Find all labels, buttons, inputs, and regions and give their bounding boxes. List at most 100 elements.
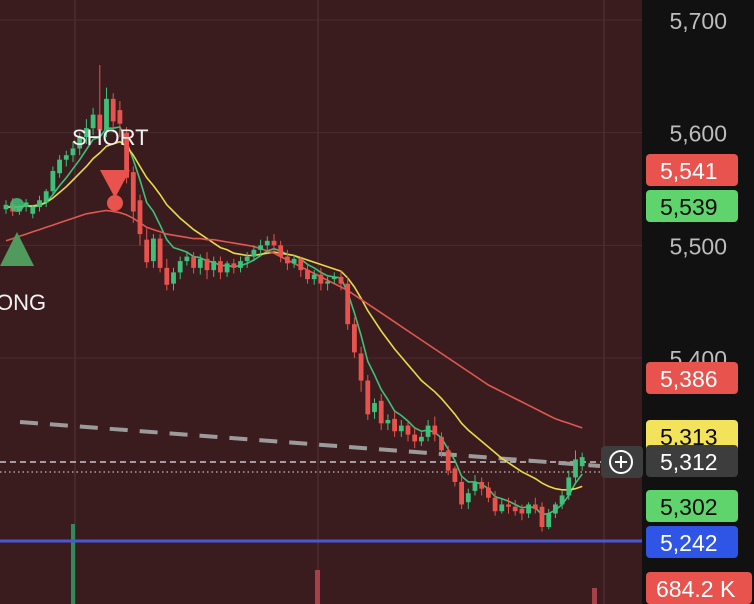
candle bbox=[77, 132, 83, 156]
price-tag: 5,541 bbox=[646, 154, 738, 186]
candle bbox=[459, 476, 464, 509]
candle bbox=[157, 234, 163, 273]
short-signal-arrow bbox=[100, 170, 130, 198]
candle-body bbox=[579, 457, 585, 467]
candle-body bbox=[445, 450, 451, 471]
candle-body bbox=[124, 132, 129, 178]
candle-body bbox=[452, 468, 458, 482]
candle bbox=[117, 101, 123, 138]
price-tag-box bbox=[646, 190, 738, 222]
price-tag: 5,386 bbox=[646, 362, 738, 394]
candle bbox=[238, 256, 243, 273]
candle-body bbox=[526, 504, 531, 514]
candle-body bbox=[110, 98, 116, 122]
candle bbox=[318, 267, 324, 291]
candle bbox=[305, 263, 310, 284]
candle-body bbox=[532, 504, 538, 509]
price-tag-text: 5,386 bbox=[660, 366, 718, 392]
candle bbox=[345, 276, 351, 330]
candle bbox=[3, 200, 9, 214]
price-tag: 5,312 bbox=[646, 445, 738, 477]
price-tag: 5,242 bbox=[646, 526, 738, 558]
short-signal-label: SHORT bbox=[72, 125, 149, 150]
candle-body bbox=[479, 481, 485, 489]
candle-body bbox=[184, 256, 190, 262]
candle bbox=[512, 499, 518, 516]
candle-body bbox=[231, 263, 237, 268]
candle-body bbox=[130, 172, 136, 212]
candle-body bbox=[352, 324, 357, 353]
candle-body bbox=[378, 400, 384, 424]
price-tag-box bbox=[646, 362, 738, 394]
candle-body bbox=[425, 425, 431, 437]
candle-body bbox=[385, 419, 391, 424]
candle bbox=[144, 228, 150, 268]
candle-body bbox=[472, 481, 478, 491]
moving-average-line bbox=[6, 126, 583, 516]
add-alert-icon[interactable] bbox=[601, 446, 643, 478]
candle bbox=[50, 166, 56, 196]
candle-body bbox=[392, 418, 397, 432]
candle bbox=[372, 398, 377, 419]
candle-body bbox=[30, 207, 36, 214]
candle bbox=[264, 236, 270, 253]
candle-body bbox=[439, 436, 444, 451]
candle bbox=[70, 141, 76, 162]
moving-average-line bbox=[5, 209, 583, 429]
candle bbox=[479, 477, 485, 496]
candle-body bbox=[298, 258, 304, 271]
add-alert-icon-circle bbox=[609, 450, 633, 474]
volume-bar bbox=[592, 588, 597, 604]
candle-body bbox=[251, 249, 257, 257]
candle bbox=[452, 466, 458, 487]
candle bbox=[231, 258, 237, 274]
candle bbox=[472, 475, 478, 496]
candle-body bbox=[465, 493, 471, 503]
candle bbox=[251, 245, 257, 262]
candle-body bbox=[291, 258, 297, 264]
candle bbox=[218, 256, 223, 280]
price-tag-text: 5,302 bbox=[660, 494, 718, 520]
horizontal-lines bbox=[0, 461, 642, 543]
price-tag-text: 5,242 bbox=[660, 530, 718, 556]
candle-body bbox=[244, 256, 250, 262]
candle-body bbox=[506, 504, 511, 507]
candle-body bbox=[559, 495, 565, 505]
price-tags: 5,5415,5395,3865,3135,3125,3025,242684.2… bbox=[601, 154, 752, 604]
candle-body bbox=[164, 267, 170, 285]
y-tick-label: 5,700 bbox=[669, 8, 727, 34]
price-tag-box bbox=[646, 154, 738, 186]
candle bbox=[559, 490, 565, 509]
candle bbox=[325, 276, 330, 291]
candle bbox=[244, 252, 250, 268]
candle bbox=[291, 254, 297, 268]
candle bbox=[298, 256, 304, 277]
candle-body bbox=[3, 204, 9, 210]
candle-body bbox=[539, 506, 545, 527]
candle-body bbox=[70, 148, 76, 156]
candle bbox=[164, 258, 170, 291]
candle-body bbox=[157, 238, 163, 268]
candle-body bbox=[84, 128, 89, 138]
candle-body bbox=[90, 114, 96, 129]
candle-body bbox=[63, 155, 69, 160]
candle bbox=[130, 166, 136, 223]
candle bbox=[278, 240, 284, 263]
candle bbox=[378, 394, 384, 431]
candle-body bbox=[372, 403, 377, 413]
candle-body bbox=[137, 200, 143, 235]
candle bbox=[90, 107, 96, 135]
candle bbox=[104, 87, 109, 138]
candle-body bbox=[398, 425, 404, 432]
volume-bars bbox=[71, 524, 597, 604]
candle-body bbox=[419, 436, 424, 442]
price-tag-box bbox=[646, 420, 738, 452]
y-tick-label: 5,500 bbox=[669, 233, 727, 259]
volume-tag-box bbox=[646, 572, 752, 604]
candle bbox=[331, 272, 337, 284]
candle bbox=[137, 194, 143, 246]
candle bbox=[191, 252, 196, 274]
candle-body bbox=[412, 434, 418, 442]
